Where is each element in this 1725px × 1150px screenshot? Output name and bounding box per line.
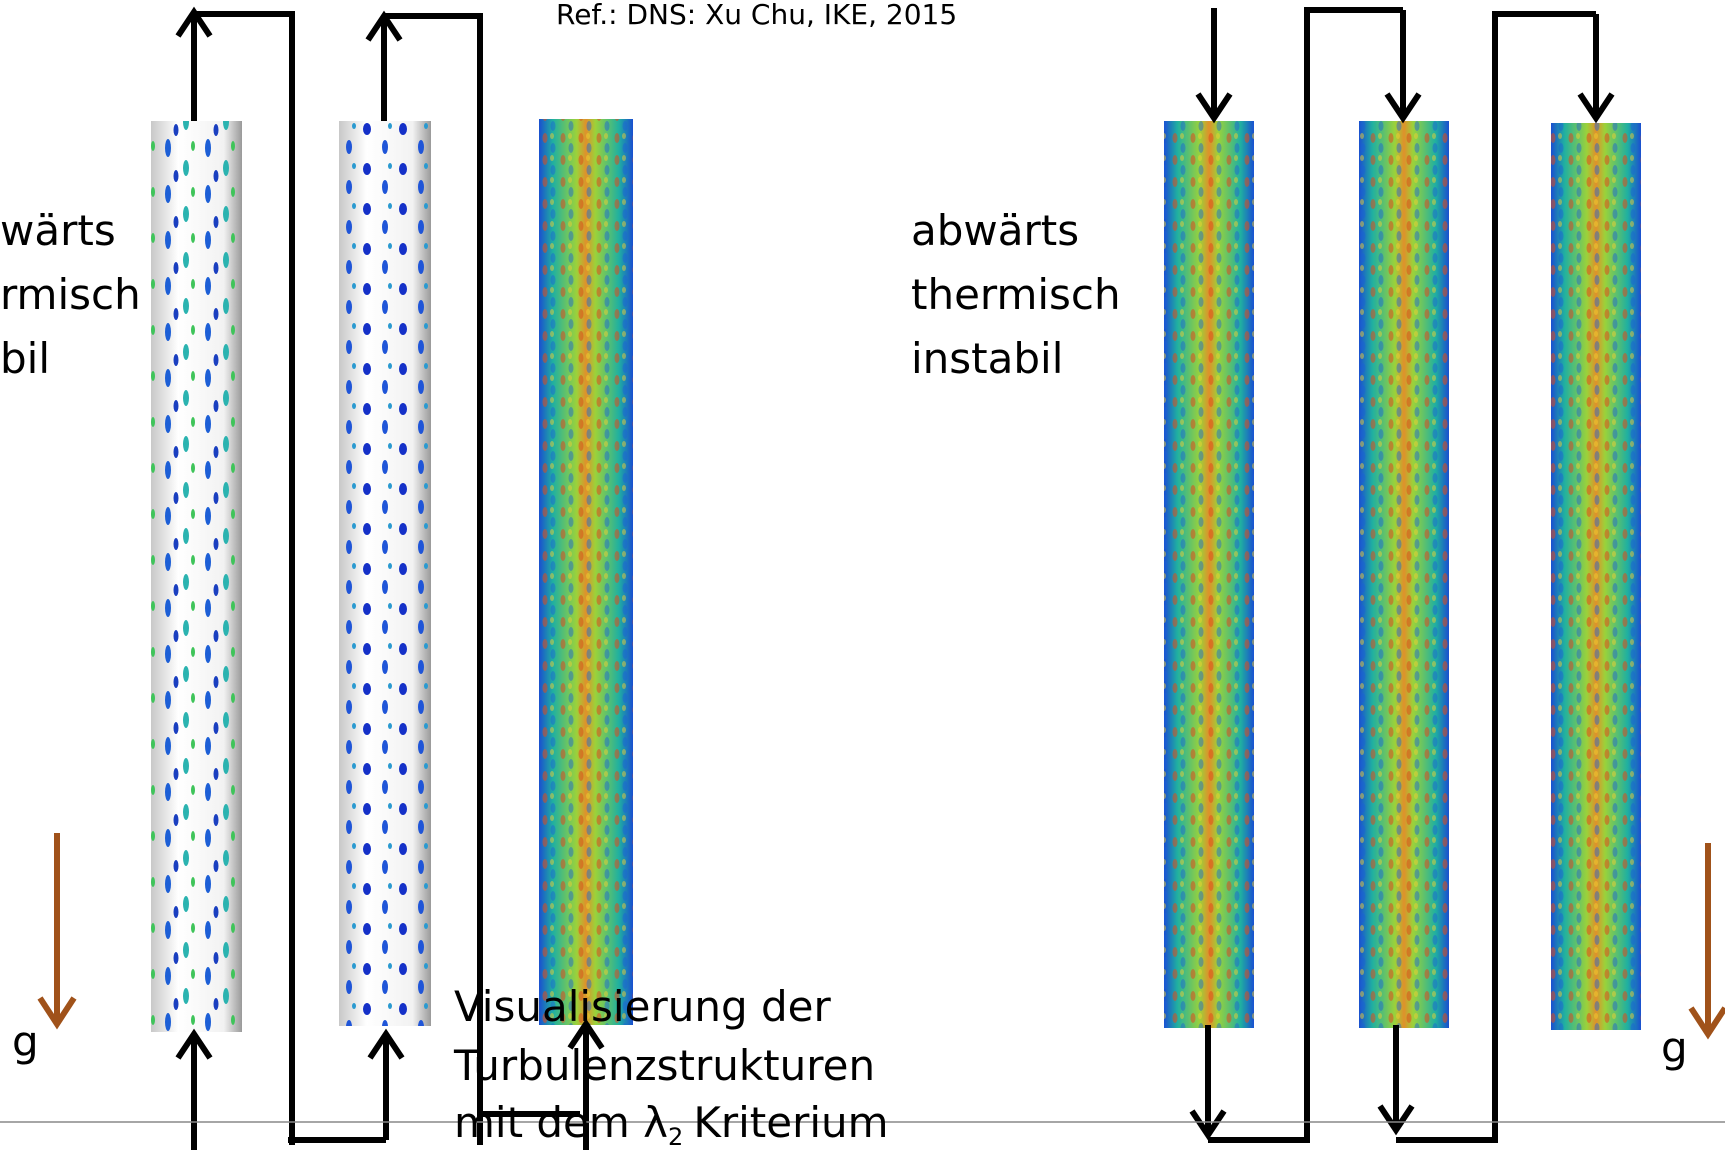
left-label: wärts [0, 206, 116, 255]
left-label: bil [0, 334, 50, 383]
gravity-label: g [12, 1017, 39, 1066]
caption-line: mit dem λ2 Kriterium [454, 1098, 889, 1150]
right-label: abwärts [911, 206, 1079, 255]
pipes-left [151, 119, 633, 1032]
pipes-right [1164, 121, 1641, 1030]
pipe-structures [539, 119, 633, 1025]
arrow [175, 6, 295, 1145]
caption-subscript: 2 [668, 1123, 683, 1150]
flow-arrows [175, 6, 1615, 1150]
gravity-arrow [37, 833, 77, 1030]
arrow [1396, 11, 1615, 1143]
caption-line: Visualisierung der [454, 982, 831, 1031]
gravity-label: g [1661, 1023, 1688, 1072]
left-label: rmisch [0, 270, 141, 319]
pipe-structures [151, 121, 242, 1032]
arrow [288, 1028, 405, 1143]
arrow [1195, 8, 1233, 124]
caption-text: Kriterium [693, 1098, 888, 1147]
pipe-structures [1551, 123, 1641, 1030]
pipe-structures [339, 121, 431, 1026]
arrow [365, 10, 483, 1145]
caption-line: Turbulenzstrukturen [453, 1041, 875, 1090]
arrow [1189, 1025, 1227, 1141]
pipe-structures [1164, 121, 1254, 1028]
pipe-structures [1359, 121, 1449, 1028]
right-label: thermisch [911, 270, 1121, 319]
right-label: instabil [911, 334, 1063, 383]
arrow [1377, 1025, 1415, 1136]
arrow [480, 1018, 605, 1150]
gravity-arrow [1688, 843, 1725, 1040]
caption-text: mit dem λ [454, 1098, 668, 1147]
arrow [175, 1028, 213, 1150]
reference: Ref.: DNS: Xu Chu, IKE, 2015 [556, 0, 957, 31]
arrow [1208, 7, 1422, 1143]
